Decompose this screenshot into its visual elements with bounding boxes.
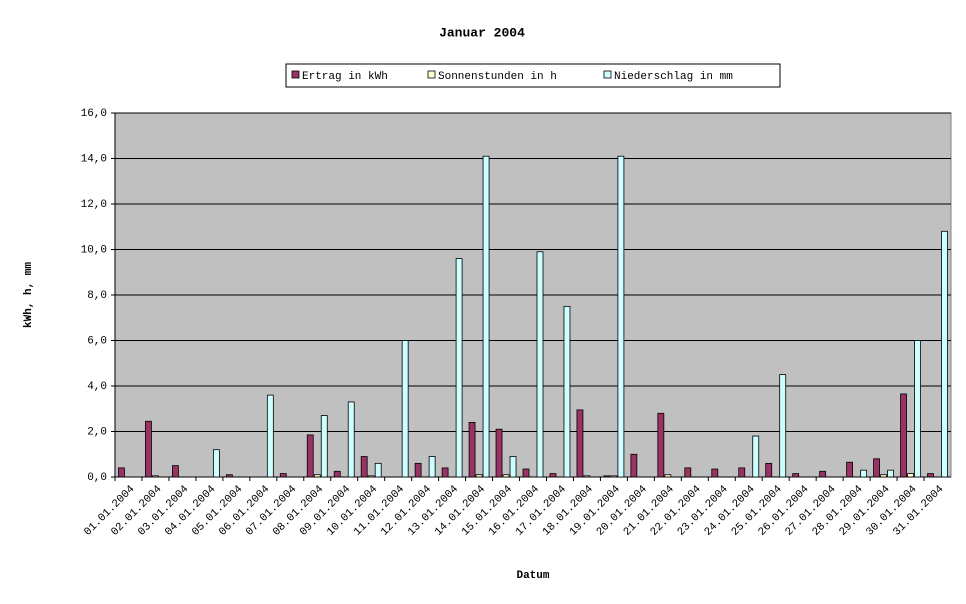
bar [482,155,490,478]
y-tick-label: 2,0 [87,426,107,438]
bar [914,340,921,478]
y-tick-label: 12,0 [81,199,107,211]
bar [657,412,665,478]
legend-label: Sonnenstunden in h [438,71,557,83]
bar [887,469,894,478]
bar [860,469,868,478]
bar [563,305,571,478]
legend-swatch [603,70,612,79]
bar [900,393,907,478]
bar [576,409,584,478]
bar [617,155,625,478]
bar [711,468,719,478]
bar [927,473,934,478]
bar [374,462,382,478]
bar [779,374,787,478]
bar [549,473,557,478]
bar [145,420,152,478]
bar [333,470,341,478]
bar [873,458,880,478]
bar [664,474,672,478]
y-tick-label: 10,0 [81,244,107,256]
bar [441,467,449,478]
legend-swatch [291,70,300,79]
y-tick-label: 6,0 [87,335,107,347]
bar [367,475,375,478]
bar [306,434,314,478]
bar [455,258,463,478]
bar [401,340,409,478]
bar [738,467,746,478]
bar [279,473,287,478]
bar [610,475,618,478]
bar [502,474,510,478]
bar [172,465,179,478]
bar [468,421,476,478]
bar [313,474,321,478]
y-axis-title: kWh, h, mm [23,262,35,328]
legend-label: Niederschlag in mm [614,71,733,83]
bar [819,470,827,478]
y-tick-label: 4,0 [87,381,107,393]
bar [414,462,422,478]
legend [285,63,781,88]
bar [880,474,887,478]
bar [765,462,773,478]
bar [630,453,638,478]
bar [509,456,517,478]
legend-label: Ertrag in kWh [302,71,388,83]
x-axis-title: Datum [516,570,549,582]
bar [266,394,274,478]
bar [152,475,159,478]
chart-title: Januar 2004 [439,25,525,40]
bar [118,467,125,478]
bar [536,251,544,478]
y-tick-label: 16,0 [81,108,107,120]
bar [360,456,368,478]
bar [320,415,328,478]
y-tick-label: 8,0 [87,290,107,302]
bar [495,428,503,478]
bar [792,473,800,478]
bar [583,475,591,478]
bar [212,449,220,478]
y-tick-label: 14,0 [81,153,107,165]
bar [846,461,854,478]
bar [347,401,355,478]
bar [475,474,483,478]
bar [225,474,233,478]
legend-swatch [427,70,436,79]
bar [428,456,436,478]
bar [752,435,760,478]
bar [603,475,611,478]
y-tick-label: 0,0 [87,472,107,484]
bar [684,467,692,478]
bar [522,468,530,478]
bar [907,473,914,478]
bar [941,230,948,478]
